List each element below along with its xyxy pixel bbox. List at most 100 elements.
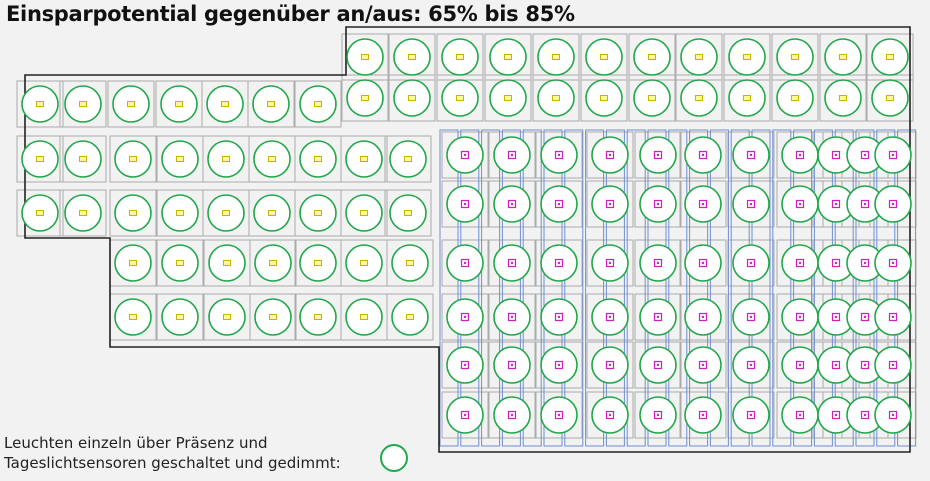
ceiling-tile	[634, 293, 682, 341]
presence-sensor-icon	[743, 54, 751, 60]
presence-sensor-icon	[404, 156, 412, 162]
luminaire	[781, 136, 819, 174]
page-title: Einsparpotential gegenüber an/aus: 65% b…	[6, 2, 575, 26]
luminaire	[639, 244, 677, 282]
luminaire	[253, 140, 291, 178]
luminaire	[299, 140, 337, 178]
presence-sensor-icon	[268, 156, 276, 162]
daylight-sensor-dot	[557, 261, 561, 265]
daylight-sensor-dot	[557, 315, 561, 319]
ceiling-tile	[586, 391, 634, 439]
daylight-sensor-dot	[463, 315, 467, 319]
ceiling-tile	[384, 135, 432, 183]
luminaire	[728, 38, 766, 76]
luminaire	[345, 140, 383, 178]
panel-outline	[855, 129, 875, 447]
ceiling-tile	[535, 131, 583, 179]
daylight-sensor-dot	[863, 413, 867, 417]
presence-sensor-icon	[175, 101, 183, 107]
luminaire	[781, 244, 819, 282]
presence-sensor-icon	[267, 101, 275, 107]
luminaire	[781, 346, 819, 384]
daylight-sensor-dot	[510, 261, 514, 265]
luminaire	[393, 38, 431, 76]
panel-outline	[876, 129, 896, 447]
luminaire	[591, 136, 629, 174]
luminaire	[161, 298, 199, 336]
presence-sensor-icon	[268, 210, 276, 216]
luminaire	[21, 140, 59, 178]
luminaire	[732, 244, 770, 282]
daylight-sensor-dot	[749, 315, 753, 319]
daylight-sensor-dot	[557, 153, 561, 157]
presence-sensor-icon	[36, 101, 44, 107]
presence-sensor-icon	[223, 260, 231, 266]
daylight-sensor-dot	[463, 413, 467, 417]
ceiling-tile	[441, 293, 489, 341]
daylight-sensor-dot	[798, 202, 802, 206]
ceiling-tile	[59, 189, 107, 237]
ceiling-tile	[59, 80, 107, 128]
ceiling-tile	[340, 189, 388, 237]
luminaire	[493, 346, 531, 384]
luminaire	[446, 298, 484, 336]
ceiling-tile	[386, 239, 434, 287]
luminaire	[684, 244, 722, 282]
daylight-sensor-dot	[656, 261, 660, 265]
daylight-sensor-dot	[608, 261, 612, 265]
ceiling-tile	[386, 293, 434, 341]
luminaire	[114, 244, 152, 282]
luminaire	[391, 298, 429, 336]
luminaire	[817, 346, 855, 384]
ceiling-tile	[59, 135, 107, 183]
luminaires	[21, 38, 912, 434]
luminaire	[207, 140, 245, 178]
luminaire	[591, 298, 629, 336]
luminaire	[161, 140, 199, 178]
panel-outline	[564, 129, 584, 447]
panel-outline	[668, 129, 688, 447]
luminaire	[346, 79, 384, 117]
luminaire	[540, 346, 578, 384]
luminaire	[639, 346, 677, 384]
daylight-sensor-dot	[863, 202, 867, 206]
presence-sensor-icon	[79, 210, 87, 216]
daylight-sensor-dot	[891, 315, 895, 319]
ceiling-tile	[109, 189, 157, 237]
ceiling-tile	[441, 391, 489, 439]
daylight-sensor-dot	[656, 202, 660, 206]
ceiling-tile	[16, 80, 64, 128]
luminaire	[64, 140, 102, 178]
panel-outline	[793, 129, 813, 447]
luminaire	[680, 38, 718, 76]
luminaire	[161, 194, 199, 232]
presence-sensor-icon	[600, 54, 608, 60]
daylight-sensor-dot	[891, 261, 895, 265]
daylight-sensor-dot	[701, 363, 705, 367]
presence-sensor-icon	[127, 101, 135, 107]
presence-sensor-icon	[886, 95, 894, 101]
daylight-sensor-dot	[834, 153, 838, 157]
luminaire	[537, 38, 575, 76]
ceiling-tile	[634, 180, 682, 228]
daylight-sensor-dot	[798, 315, 802, 319]
luminaire	[684, 346, 722, 384]
luminaire	[537, 79, 575, 117]
daylight-sensor-dot	[863, 363, 867, 367]
ceiling-tile	[679, 293, 727, 341]
luminaire	[389, 194, 427, 232]
daylight-sensor-dot	[510, 202, 514, 206]
daylight-sensor-dot	[749, 261, 753, 265]
ceiling-tile	[488, 131, 536, 179]
daylight-sensor-dot	[656, 153, 660, 157]
ceiling-tile	[249, 239, 297, 287]
presence-sensor-icon	[406, 260, 414, 266]
luminaire	[824, 79, 862, 117]
ceiling-tile	[634, 131, 682, 179]
presence-sensor-icon	[791, 54, 799, 60]
luminaire	[732, 136, 770, 174]
luminaire	[345, 298, 383, 336]
panel-outline	[501, 129, 521, 447]
luminaire	[493, 244, 531, 282]
